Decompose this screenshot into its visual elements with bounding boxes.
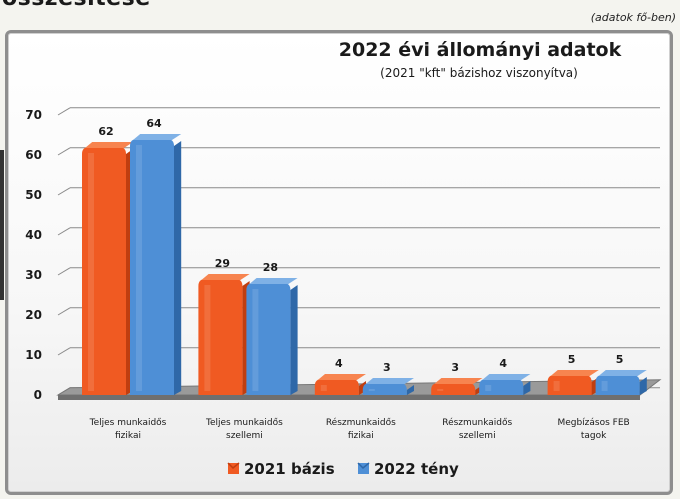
bar-top xyxy=(133,134,182,140)
legend-label: 2022 tény xyxy=(374,460,459,478)
bar xyxy=(130,139,174,395)
chart-title: 2022 évi állományi adatok xyxy=(339,39,622,61)
bar-top xyxy=(598,370,647,376)
x-tick-label: szellemi xyxy=(459,431,496,441)
page-heading: összesítése xyxy=(2,0,151,11)
y-tick-label: 20 xyxy=(25,308,42,322)
bar-top xyxy=(550,370,599,376)
data-label: 62 xyxy=(98,125,113,138)
bar xyxy=(547,375,592,395)
bar xyxy=(314,379,359,395)
bar-top xyxy=(317,374,366,380)
bar xyxy=(246,283,291,395)
gridline-side xyxy=(57,107,71,116)
data-label: 5 xyxy=(616,353,624,366)
gridline-side xyxy=(57,147,71,156)
y-tick-label: 60 xyxy=(25,148,42,162)
chart-subtitle: (2021 "kft" bázishoz viszonyítva) xyxy=(380,66,578,80)
bar-top xyxy=(434,378,483,384)
bar xyxy=(362,383,407,395)
bar-top xyxy=(201,274,250,280)
gridline-side xyxy=(57,347,71,356)
bar-top xyxy=(85,142,134,148)
bar-highlight xyxy=(601,381,608,391)
bar xyxy=(431,383,476,395)
gridline-side xyxy=(57,267,71,276)
legend-swatch-mark xyxy=(227,462,240,470)
bar-highlight xyxy=(368,389,375,391)
gridline-side xyxy=(57,227,71,236)
y-tick-label: 10 xyxy=(25,348,42,362)
legend: 2021 bázis 2022 tény xyxy=(227,460,459,478)
bar-side xyxy=(290,285,298,395)
bar-highlight xyxy=(437,389,444,391)
data-label: 5 xyxy=(568,353,576,366)
y-tick-label: 0 xyxy=(34,388,42,402)
x-tick-label: fizikai xyxy=(348,431,374,441)
x-tick-label: szellemi xyxy=(226,431,263,441)
bar xyxy=(198,279,243,395)
bar-highlight xyxy=(252,289,259,391)
data-label: 4 xyxy=(335,357,343,370)
chart-floor-edge xyxy=(58,395,640,400)
bar-highlight xyxy=(553,381,560,391)
legend-swatch-mark xyxy=(357,462,370,470)
y-tick-label: 40 xyxy=(25,228,42,242)
bar xyxy=(82,147,126,395)
bar-layer xyxy=(82,134,647,395)
bar-side xyxy=(406,385,414,395)
bar-highlight xyxy=(485,385,492,391)
x-tick-label: Részmunkaidős xyxy=(326,417,396,428)
bar-side xyxy=(639,377,647,395)
x-tick-label: tagok xyxy=(581,431,607,441)
bar-highlight xyxy=(320,385,327,391)
bar-highlight xyxy=(88,153,94,391)
y-tick-label: 70 xyxy=(25,108,42,122)
x-tick-label: Részmunkaidős xyxy=(442,417,512,428)
gridline-side xyxy=(57,307,71,316)
bar xyxy=(479,379,524,395)
bar-top xyxy=(482,374,531,380)
left-edge-strip xyxy=(0,150,4,300)
bar-side xyxy=(174,141,182,395)
label-layer: 62 64 Teljes munkaidős fizikai 29 28 Teljes mu… xyxy=(89,117,630,441)
x-tick-label: Megbízásos FEB xyxy=(557,418,629,428)
data-label: 28 xyxy=(263,261,278,274)
y-tick-label: 50 xyxy=(25,188,42,202)
data-label: 4 xyxy=(499,357,507,370)
bar-top xyxy=(365,378,414,384)
x-tick-label: Teljes munkaidős xyxy=(89,418,167,428)
bar-top xyxy=(249,278,298,284)
x-tick-label: fizikai xyxy=(115,431,141,441)
bar xyxy=(595,375,640,395)
y-tick-label: 30 xyxy=(25,268,42,282)
gridline-side xyxy=(57,187,71,196)
bar-side xyxy=(523,381,531,395)
data-label: 29 xyxy=(215,257,230,270)
data-label: 64 xyxy=(146,117,162,130)
legend-label: 2021 bázis xyxy=(244,460,335,478)
bar-highlight xyxy=(136,145,142,391)
x-tick-label: Teljes munkaidős xyxy=(205,418,283,428)
data-label: 3 xyxy=(451,361,459,374)
unit-note: (adatok fő-ben) xyxy=(590,11,676,24)
data-label: 3 xyxy=(383,361,391,374)
bar-highlight xyxy=(204,285,211,391)
